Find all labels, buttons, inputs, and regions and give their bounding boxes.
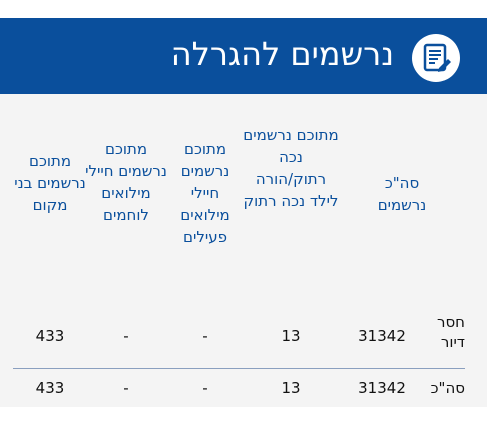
table-cell: - — [202, 379, 208, 397]
table-cell: - — [123, 327, 129, 345]
table-cell: - — [202, 327, 208, 345]
column-header-active-reservists: מתוכם נרשמים חיילי מילואים פעילים — [180, 140, 230, 246]
column-header-combat-reservists: מתוכם נרשמים חיילי מילואים לוחמים — [85, 140, 167, 224]
table-cell: - — [123, 379, 129, 397]
table-cell: 31342 — [358, 379, 406, 397]
registrants-table: סה"כ נרשמים מתוכם נרשמים נכה רתוק/הורה ל… — [13, 94, 465, 407]
card-header: נרשמים להגרלה — [0, 18, 487, 94]
row-divider — [13, 368, 465, 369]
column-header-disabled: מתוכם נרשמים נכה רתוק/הורה לילד נכה רתוק — [243, 126, 339, 210]
table-cell: 433 — [35, 327, 65, 345]
card-title: נרשמים להגרלה — [170, 35, 394, 73]
form-edit-icon — [412, 34, 460, 82]
column-header-locals: מתוכם נרשמים בני מקום — [14, 152, 86, 214]
column-header-total: סה"כ נרשמים — [377, 174, 427, 214]
table-cell: 31342 — [358, 327, 406, 345]
table-cell: 13 — [281, 327, 301, 345]
table-cell: 433 — [35, 379, 65, 397]
table-cell: 13 — [281, 379, 301, 397]
row-label: סה"כ — [430, 379, 465, 397]
lottery-registrants-card: נרשמים להגרלה סה"כ נרשמים מתוכם נרשמים נ… — [0, 18, 487, 407]
table-row: חסר דיור 31342 13 - - 433 — [13, 312, 465, 354]
row-label: חסר דיור — [436, 313, 465, 351]
table-row: סה"כ 31342 13 - - 433 — [13, 376, 465, 400]
